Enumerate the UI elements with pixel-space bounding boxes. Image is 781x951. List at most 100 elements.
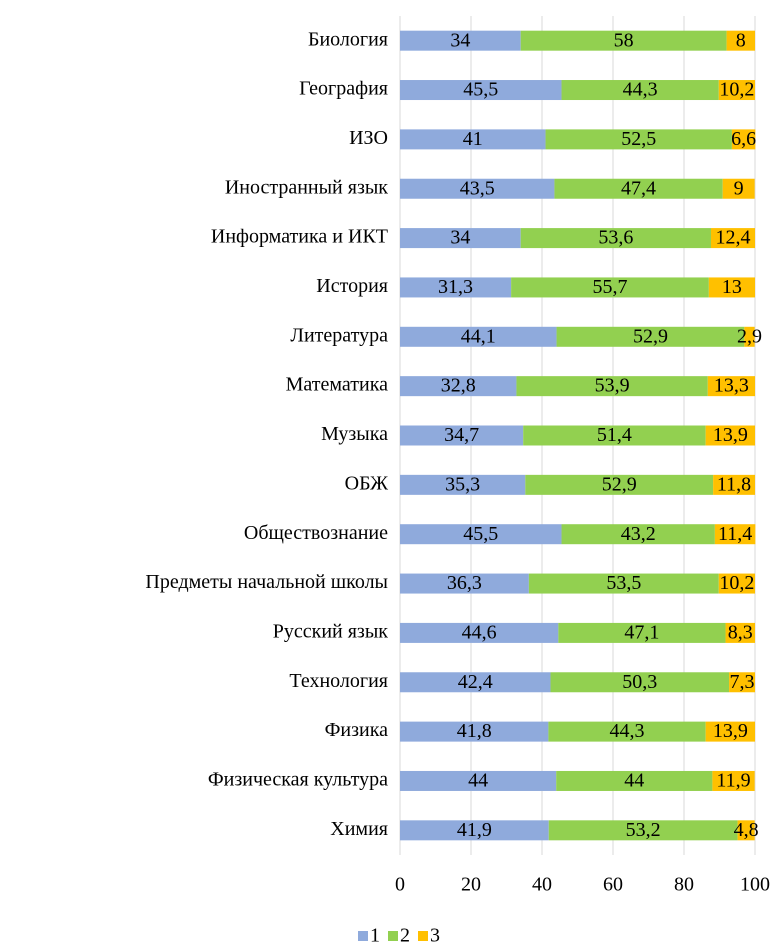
x-tick-label: 100: [740, 874, 770, 896]
data-label: 43,2: [621, 523, 656, 545]
legend-label: 2: [400, 925, 410, 947]
data-label: 11,9: [716, 770, 750, 792]
data-label: 7,3: [730, 671, 755, 693]
bar-segment: [705, 425, 755, 446]
bar-segment: [400, 573, 529, 594]
category-label: Биология: [308, 28, 388, 50]
bar-segment: [737, 820, 755, 841]
bar-segment: [554, 178, 723, 199]
legend-swatch: [358, 931, 368, 941]
data-label: 13,9: [713, 720, 748, 742]
bar-segment: [400, 129, 546, 150]
bar-segment: [516, 376, 708, 397]
data-label: 47,4: [621, 177, 656, 199]
data-label: 36,3: [447, 572, 482, 594]
bar-segment: [400, 524, 562, 545]
data-label: 4,8: [734, 819, 759, 841]
category-label: Музыка: [321, 423, 388, 445]
data-label: 52,9: [602, 473, 637, 495]
data-label: 41,9: [457, 819, 492, 841]
data-label: 13,3: [714, 375, 749, 397]
bar-segment: [558, 622, 726, 643]
category-label: Информатика и ИКТ: [211, 226, 388, 248]
bar-segment: [523, 425, 706, 446]
bar-segment: [556, 326, 745, 347]
data-label: 13,9: [713, 424, 748, 446]
data-label: 11,8: [717, 473, 751, 495]
data-label: 44: [624, 770, 644, 792]
bar-segment: [400, 425, 524, 446]
x-tick-label: 0: [395, 874, 405, 896]
data-label: 45,5: [463, 523, 498, 545]
category-label: Математика: [286, 374, 388, 396]
data-label: 34: [450, 227, 470, 249]
bar-segment: [731, 129, 756, 150]
data-label: 6,6: [731, 128, 756, 150]
bar-segment: [722, 178, 755, 199]
data-label: 53,2: [626, 819, 661, 841]
category-label: Обществознание: [244, 522, 388, 544]
x-tick-label: 80: [674, 874, 694, 896]
legend-label: 1: [370, 925, 380, 947]
bar-segment: [548, 721, 706, 742]
x-tick-label: 40: [532, 874, 552, 896]
data-label: 52,9: [633, 325, 668, 347]
bar-segment: [400, 474, 526, 495]
data-label: 55,7: [592, 276, 627, 298]
category-label: Литература: [290, 324, 388, 346]
data-label: 44,3: [623, 79, 658, 101]
category-label: Технология: [289, 670, 388, 692]
data-label: 35,3: [445, 473, 480, 495]
bar-segment: [400, 80, 562, 101]
category-label: Русский язык: [273, 621, 389, 643]
bar-segment: [725, 622, 755, 643]
data-label: 41: [463, 128, 483, 150]
data-label: 50,3: [622, 671, 657, 693]
bar-segment: [400, 178, 555, 199]
data-label: 10,2: [719, 572, 754, 594]
bar-segment: [712, 770, 755, 791]
bar-segment: [718, 573, 755, 594]
bar-segment: [556, 770, 713, 791]
bar-segment: [561, 80, 719, 101]
category-label: История: [316, 275, 388, 297]
data-label: 11,4: [718, 523, 752, 545]
legend-label: 3: [430, 925, 440, 947]
category-label: ОБЖ: [345, 472, 388, 494]
bar-segment: [550, 672, 730, 693]
bar-segment: [718, 80, 755, 101]
data-label: 58: [614, 29, 634, 51]
bar-segment: [400, 622, 559, 643]
data-label: 34,7: [444, 424, 479, 446]
category-label: Предметы начальной школы: [145, 571, 388, 593]
data-label: 53,6: [598, 227, 633, 249]
bar-segment: [705, 721, 755, 742]
data-label: 44,6: [462, 622, 497, 644]
bar-segment: [400, 277, 512, 298]
bar-segment: [520, 30, 727, 51]
data-label: 52,5: [621, 128, 656, 150]
bar-segment: [561, 524, 715, 545]
bar-segment: [525, 474, 714, 495]
data-label: 47,1: [624, 622, 659, 644]
legend-swatch: [388, 931, 398, 941]
bar-segment: [714, 524, 756, 545]
bar-segment: [400, 376, 517, 397]
category-label: Физическая культура: [208, 769, 388, 791]
data-label: 44: [468, 770, 488, 792]
x-tick-label: 60: [603, 874, 623, 896]
data-label: 2,9: [737, 325, 762, 347]
data-label: 13: [722, 276, 742, 298]
bar-segment: [520, 228, 711, 249]
data-label: 8: [736, 29, 746, 51]
data-label: 53,5: [606, 572, 641, 594]
bar-segment: [400, 326, 557, 347]
category-label: Физика: [325, 719, 389, 741]
category-label: Химия: [330, 818, 388, 840]
bar-segment: [713, 474, 755, 495]
bar-segment: [400, 30, 521, 51]
bar-segment: [726, 30, 755, 51]
data-label: 12,4: [715, 227, 750, 249]
data-label: 9: [734, 177, 744, 199]
